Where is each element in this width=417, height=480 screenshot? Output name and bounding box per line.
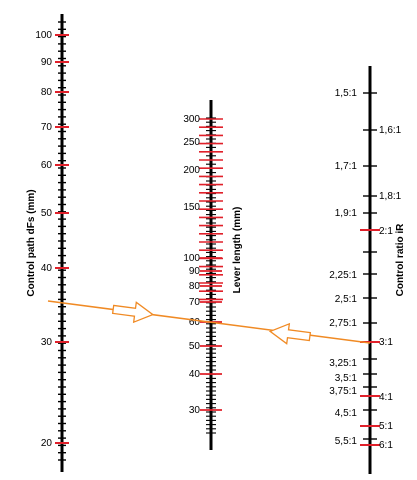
cp-label-70: 70: [41, 122, 53, 133]
control-path-scale: 100 90 80 70 60 50 40 30 20 Control path…: [26, 14, 69, 472]
cp-label-50: 50: [41, 208, 53, 219]
ll-label-40: 40: [189, 369, 201, 380]
ll-label-200: 200: [183, 165, 200, 176]
cr-label-1-7: 1,7:1: [335, 161, 358, 172]
cr-label-1-9: 1,9:1: [335, 208, 358, 219]
cr-label-3: 3:1: [379, 337, 393, 348]
lever-length-title: Lever length (mm): [232, 207, 243, 294]
ll-label-300: 300: [183, 114, 200, 125]
cp-label-80: 80: [41, 87, 53, 98]
cp-label-90: 90: [41, 57, 53, 68]
cp-label-30: 30: [41, 337, 53, 348]
ll-label-50: 50: [189, 341, 201, 352]
cp-label-20: 20: [41, 438, 53, 449]
cr-label-3-5: 3,5:1: [335, 373, 358, 384]
cr-label-1-5: 1,5:1: [335, 88, 358, 99]
control-path-title: Control path dFs (mm): [26, 189, 37, 296]
lever-length-scale: 300 250 200 150 100 90 80 70 60 50 40 30…: [183, 100, 243, 450]
control-ratio-tick-labels: 1,5:1 1,6:1 1,7:1 1,8:1 1,9:1 2:1 2,25:1…: [329, 88, 401, 451]
control-path-tick-labels: 100 90 80 70 60 50 40 30 20: [35, 30, 52, 449]
control-ratio-minor-ticks: [363, 92, 377, 440]
cp-label-60: 60: [41, 160, 53, 171]
lever-length-tick-labels: 300 250 200 150 100 90 80 70 60 50 40 30: [183, 114, 200, 416]
cr-label-2: 2:1: [379, 226, 393, 237]
cr-label-5: 5:1: [379, 421, 393, 432]
cr-label-3-75: 3,75:1: [329, 386, 357, 397]
cr-label-5-5: 5,5:1: [335, 436, 358, 447]
cp-label-100: 100: [35, 30, 52, 41]
control-ratio-scale: 1,5:1 1,6:1 1,7:1 1,8:1 1,9:1 2:1 2,25:1…: [329, 66, 406, 474]
control-path-minor-ticks: [58, 21, 66, 461]
cr-label-2-5: 2,5:1: [335, 294, 358, 305]
left-pointing-arrow-icon: [268, 322, 312, 345]
example-reading: [47, 300, 371, 345]
ll-label-30: 30: [189, 405, 201, 416]
ll-label-70: 70: [189, 297, 201, 308]
ll-label-250: 250: [183, 137, 200, 148]
ll-label-150: 150: [183, 202, 200, 213]
cr-label-2-25: 2,25:1: [329, 270, 357, 281]
cr-label-6: 6:1: [379, 440, 393, 451]
cr-label-4: 4:1: [379, 392, 393, 403]
reading-line: [47, 300, 371, 344]
cr-label-1-8: 1,8:1: [379, 191, 402, 202]
control-ratio-title: Control ratio iR: [395, 223, 406, 297]
ll-label-60: 60: [189, 317, 201, 328]
right-pointing-arrow-icon: [111, 301, 155, 324]
ll-label-80: 80: [189, 281, 201, 292]
cp-label-40: 40: [41, 263, 53, 274]
ll-label-100: 100: [183, 253, 200, 264]
cr-label-1-6: 1,6:1: [379, 125, 402, 136]
cr-label-4-5: 4,5:1: [335, 408, 358, 419]
cr-label-3-25: 3,25:1: [329, 358, 357, 369]
ll-label-90: 90: [189, 266, 201, 277]
control-path-major-ticks: [55, 34, 69, 444]
cr-label-2-75: 2,75:1: [329, 318, 357, 329]
